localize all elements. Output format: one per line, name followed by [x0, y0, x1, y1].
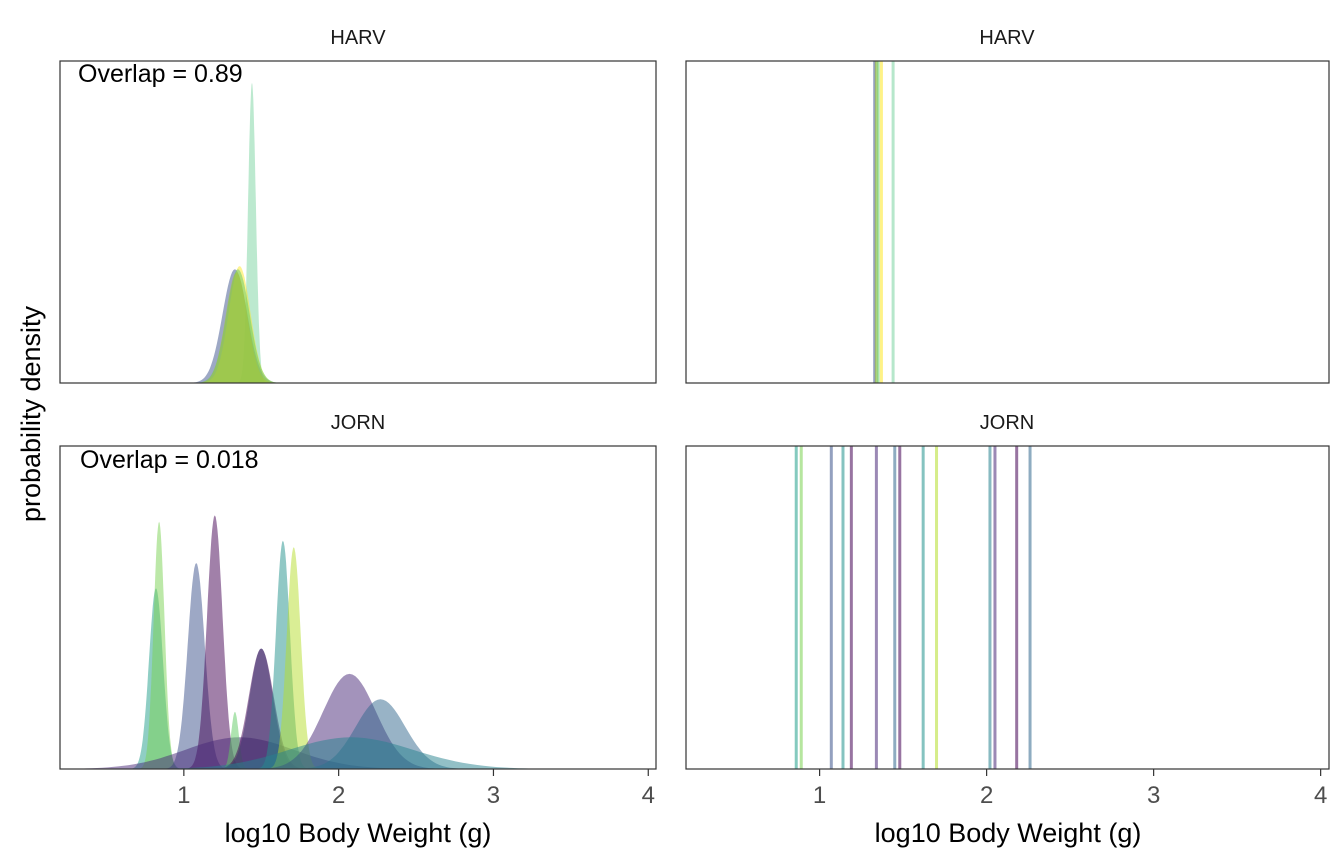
- x-axis-title-right: log10 Body Weight (g): [875, 818, 1142, 848]
- panel-border-jorn-density: [59, 445, 657, 770]
- x-axis-ticks: 1 2 3 4 1 2 3 4: [177, 769, 1327, 809]
- panel-harv-means: [873, 61, 895, 383]
- density-curve-2: [134, 521, 184, 769]
- density-curve-12: [269, 699, 492, 769]
- panel-border-harv-density: [59, 60, 657, 384]
- overlap-annotation-jorn: Overlap = 0.018: [80, 446, 259, 474]
- y-axis-title: probability density: [16, 305, 46, 522]
- density-curve-8: [205, 648, 317, 769]
- density-curve-9: [251, 540, 315, 769]
- x-tick-label: 4: [1314, 782, 1327, 809]
- density-curve-4: [180, 515, 250, 769]
- x-tick-label: 3: [487, 782, 500, 809]
- x-tick-label: 2: [332, 782, 345, 809]
- strip-label-jorn-right: JORN: [980, 412, 1034, 434]
- x-axis-title-left: log10 Body Weight (g): [225, 818, 492, 848]
- density-curve-5: [187, 272, 286, 383]
- x-tick-label: 2: [980, 782, 993, 809]
- panel-border-harv-means: [685, 60, 1330, 384]
- x-tick-label: 3: [1147, 782, 1160, 809]
- x-tick-label: 1: [813, 782, 826, 809]
- density-curve-10: [262, 547, 326, 769]
- panel-harv-density: [179, 82, 291, 384]
- density-curve-13: [72, 737, 630, 769]
- density-curve-11: [231, 673, 468, 769]
- strip-label-jorn-left: JORN: [331, 412, 385, 434]
- overlap-annotation-harv: Overlap = 0.89: [78, 60, 243, 88]
- density-curve-3: [157, 563, 235, 769]
- strip-label-harv-right: HARV: [979, 27, 1035, 49]
- density-curve-6: [217, 711, 253, 769]
- density-curve-1: [234, 82, 270, 384]
- x-tick-label: 1: [177, 782, 190, 809]
- strip-label-harv-left: HARV: [330, 27, 386, 49]
- panel-border-jorn-means: [685, 445, 1330, 770]
- panel-jorn-density: [60, 515, 630, 769]
- panel-jorn-means: [794, 446, 1032, 769]
- x-tick-label: 4: [642, 782, 655, 809]
